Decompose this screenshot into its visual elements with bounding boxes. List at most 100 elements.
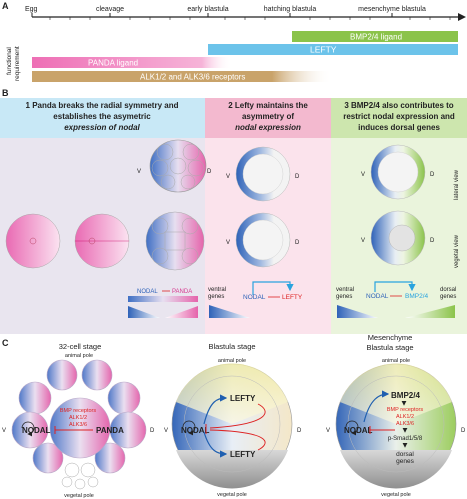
c3-embryo: [335, 363, 457, 489]
c1-animal-pole: animal pole: [65, 353, 93, 359]
col1-legend-ramp-pink: [165, 306, 198, 318]
c3-bmp-label: BMP2/4: [391, 391, 420, 400]
c1-nodal-label: NODAL: [22, 426, 51, 435]
c2-lefty-top-label: LEFTY: [230, 394, 256, 403]
bar-panda-label: PANDA ligand: [88, 59, 138, 68]
col3-legend-nodal: NODAL: [366, 293, 389, 300]
col2-embryo-lateral: [235, 146, 291, 202]
lateral-view-label: lateral view: [454, 169, 460, 200]
c2-nodal-autoloop: [182, 420, 196, 436]
c3-animal-pole: animal pole: [382, 358, 410, 364]
col3-embryo-vegetal: [370, 210, 426, 266]
vegetal-view-label: vegetal view: [454, 234, 460, 268]
col1-header-bg: [0, 98, 205, 138]
col2-v-label-top: V: [226, 174, 230, 180]
panel-a-letter: A: [2, 1, 9, 11]
c2-animal-pole: animal pole: [218, 358, 246, 364]
col3-legend-dorsal-genes: genes: [440, 294, 456, 300]
stage2-label: Blastula stage: [208, 342, 255, 351]
panel-c-letter: C: [2, 338, 9, 348]
stage-label-early-blastula: early blastula: [187, 6, 228, 13]
c1-d-label: D: [150, 428, 155, 434]
c3-arrow-to-bmp: [363, 390, 390, 423]
c2-arrow-to-lefty-bottom: [203, 431, 228, 458]
col1-legend-nodal: NODAL: [137, 289, 158, 295]
stage-label-egg: Egg: [25, 6, 38, 13]
c2-nodal-label: NODAL: [181, 426, 210, 435]
c3-genes-label: genes: [396, 458, 414, 465]
col3-title-line3: induces dorsal genes: [358, 123, 440, 132]
stage3-label-line1: Mesenchyme: [368, 333, 413, 342]
col2-embryo-vegetal: [235, 212, 291, 268]
col3-title-line2: restrict nodal expression and: [343, 112, 455, 121]
col1-embryo-cluster-bottom: [145, 211, 205, 271]
c1-vegetal-pole: vegetal pole: [64, 493, 94, 499]
stage-label-cleavage: cleavage: [96, 6, 124, 13]
col2-title-line1: 2 Lefty maintains the: [228, 101, 308, 110]
col1-d-label: D: [207, 169, 212, 175]
c3-receptors-line3: ALK3/6: [396, 421, 414, 427]
panel-b-letter: B: [2, 88, 9, 98]
col2-header-bg: [205, 98, 331, 138]
c2-arrow-to-lefty-top: [203, 394, 228, 425]
col1-legend-panda: PANDA: [172, 289, 192, 295]
c1-receptors-line2: ALK1/2: [69, 415, 87, 421]
col3-legend-ramp-blue: [337, 305, 378, 318]
col2-legend-genes: genes: [208, 294, 224, 300]
stage-label-mesenchyme-blastula: mesenchyme blastula: [358, 6, 426, 13]
col3-legend-ventral: ventral: [336, 287, 354, 293]
bar-panda: [32, 57, 232, 68]
c3-nodal-autoloop: [345, 420, 359, 436]
col3-legend-bmp: BMP2/4: [405, 293, 429, 300]
c3-nodal-label: NODAL: [344, 426, 373, 435]
c2-lefty-bottom-label: LEFTY: [230, 450, 256, 459]
col3-legend-arrow: [374, 281, 416, 292]
c2-embryo: [171, 363, 293, 489]
col3-legend-ramp-green: [405, 305, 455, 318]
c1-nodal-autoloop: [21, 421, 35, 437]
side-label-requirement: requirement: [14, 46, 21, 81]
col2-title-line2: asymmetry of: [242, 112, 294, 121]
col3-legend-dorsal: dorsal: [440, 287, 456, 293]
col3-embryo-lateral: [370, 144, 426, 200]
bar-alk: [32, 71, 332, 82]
col1-egg-2: [74, 213, 130, 269]
side-label-functional: functional: [6, 47, 13, 75]
c3-receptors-line1: BMP receptors: [387, 407, 424, 413]
col1-v-label: V: [137, 169, 141, 175]
c1-receptors-line1: BMP receptors: [60, 408, 97, 414]
col3-d-label-top: D: [430, 172, 435, 178]
col3-v-label-top: V: [361, 172, 365, 178]
c3-receptors-line2: ALK1/2: [396, 414, 414, 420]
col2-legend-lefty: LEFTY: [282, 294, 303, 301]
timeline-axis: [31, 13, 466, 21]
c3-v-label: V: [326, 428, 330, 434]
col1-embryo-cluster-top: [149, 139, 207, 193]
stage-label-hatching-blastula: hatching blastula: [264, 6, 317, 13]
col3-header-bg: [331, 98, 467, 138]
col3-title-line1: 3 BMP2/4 also contributes to: [344, 101, 453, 110]
c2-vegetal-pole: vegetal pole: [217, 492, 247, 498]
c1-receptors-line3: ALK3/6: [69, 422, 87, 428]
bar-alk-label: ALK1/2 and ALK3/6 receptors: [140, 73, 245, 82]
col1-title-line2: establishes the asymetric: [53, 112, 151, 121]
col2-v-label-bottom: V: [226, 240, 230, 246]
bar-lefty-label: LEFTY: [310, 45, 337, 55]
col2-legend-ramp: [209, 305, 250, 318]
col2-legend-ventral: ventral: [208, 287, 226, 293]
col1-legend-ramp-blue: [128, 306, 160, 318]
c3-d-label: D: [461, 428, 466, 434]
c2-inhibition-top: [209, 403, 266, 429]
col2-title-line3: nodal expression: [235, 123, 301, 132]
col2-legend-arrow: [252, 281, 294, 295]
c1-panda-label: PANDA: [96, 426, 124, 435]
col3-legend-ventral-genes: genes: [336, 294, 352, 300]
c1-embryo: [11, 359, 147, 490]
c2-inhibition-bottom: [209, 429, 266, 451]
c3-psmad-label: p-Smad1/5/8: [388, 436, 423, 442]
col2-legend-nodal: NODAL: [243, 294, 266, 301]
c3-dorsal-label: dorsal: [396, 451, 414, 458]
bar-bmp-label: BMP2/4 ligand: [350, 33, 402, 42]
